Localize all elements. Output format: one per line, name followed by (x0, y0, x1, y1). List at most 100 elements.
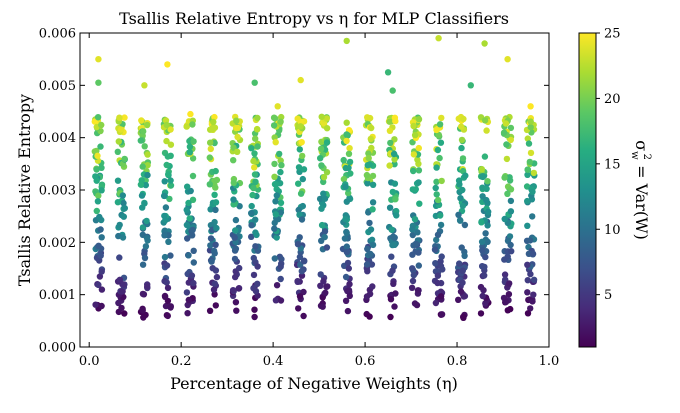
scatter-point (232, 299, 240, 306)
scatter-point (342, 164, 350, 172)
scatter-point (388, 226, 395, 233)
scatter-point (525, 140, 533, 147)
scatter-point (391, 136, 398, 143)
plot-frame (79, 32, 550, 348)
scatter-point (524, 171, 531, 178)
scatter-point (481, 153, 489, 160)
scatter-point (212, 184, 219, 191)
scatter-point (207, 139, 214, 146)
scatter-point (95, 79, 102, 86)
scatter-point (95, 56, 102, 63)
scatter-point (416, 200, 423, 207)
scatter-point (188, 272, 196, 279)
scatter-point (410, 151, 418, 158)
scatter-point (139, 163, 146, 170)
colorbar-tick-label: 5 (604, 288, 612, 303)
scatter-point (94, 152, 101, 159)
scatter-point (502, 120, 510, 127)
scatter-point (438, 114, 445, 122)
scatter-point (323, 115, 330, 122)
scatter-point (391, 156, 398, 163)
scatter-point (277, 275, 284, 283)
scatter-point (529, 188, 536, 195)
scatter-point (386, 162, 393, 169)
colorbar-ticks: 5 10 15 20 25 (596, 27, 621, 303)
scatter-point (480, 287, 487, 294)
scatter-point (235, 285, 242, 292)
scatter-point (479, 247, 486, 254)
colorbar-label-rest: = Var(W) (632, 160, 651, 240)
scatter-point (296, 211, 303, 218)
scatter-point (411, 300, 419, 307)
scatter-point (250, 254, 257, 262)
scatter-point (508, 248, 515, 255)
scatter-point (183, 123, 190, 130)
scatter-point (274, 103, 281, 110)
scatter-point (231, 255, 239, 263)
scatter-point (435, 131, 442, 139)
scatter-point (320, 190, 327, 197)
scatter-point (458, 144, 465, 152)
scatter-point (211, 124, 219, 131)
scatter-point (503, 141, 510, 148)
scatter-point (323, 244, 331, 251)
scatter-point (477, 310, 485, 317)
scatter-point (343, 198, 350, 205)
scatter-point (481, 263, 488, 271)
scatter-point (212, 206, 219, 214)
colorbar-label: σw2 = Var(W) (629, 140, 652, 240)
scatter-point (363, 171, 371, 179)
scatter-point (458, 123, 465, 130)
scatter-point (273, 192, 280, 199)
scatter-point (294, 115, 301, 122)
scatter-point (116, 114, 123, 121)
scatter-point (167, 141, 175, 148)
scatter-point (414, 229, 421, 236)
scatter-point (343, 229, 350, 236)
scatter-point (321, 195, 329, 202)
scatter-point (211, 291, 218, 298)
scatter-point (93, 207, 101, 215)
scatter-point (524, 277, 531, 284)
scatter-point (364, 180, 371, 187)
scatter-point (294, 278, 301, 285)
scatter-point (386, 127, 394, 134)
scatter-point (438, 177, 445, 185)
scatter-point (92, 173, 99, 180)
scatter-point (387, 139, 394, 147)
scatter-point (211, 191, 218, 198)
scatter-point (524, 310, 532, 317)
scatter-point (98, 121, 105, 129)
scatter-point (300, 288, 307, 296)
scatter-point (212, 241, 219, 248)
scatter-point (414, 287, 422, 294)
scatter-point (167, 252, 174, 259)
scatter-point (527, 149, 535, 157)
scatter-point (340, 175, 348, 183)
scatter-point (297, 76, 304, 84)
scatter-point (456, 181, 463, 188)
scatter-point (457, 288, 465, 295)
scatter-point (461, 252, 468, 260)
scatter-point (295, 164, 303, 171)
scatter-point (387, 296, 395, 303)
scatter-point (230, 144, 237, 151)
scatter-point (409, 251, 416, 258)
scatter-points (91, 35, 538, 321)
scatter-point (479, 292, 486, 300)
scatter-point (478, 219, 485, 226)
scatter-point (271, 255, 278, 262)
scatter-point (253, 125, 261, 133)
scatter-point (189, 121, 196, 128)
scatter-point (236, 264, 243, 272)
scatter-point (184, 235, 191, 242)
scatter-point (390, 150, 398, 158)
scatter-point (415, 167, 423, 174)
scatter-point (278, 162, 285, 169)
scatter-point (121, 114, 128, 121)
scatter-point (298, 268, 305, 275)
scatter-point (340, 156, 347, 164)
scatter-point (277, 118, 284, 125)
scatter-point (482, 230, 489, 237)
